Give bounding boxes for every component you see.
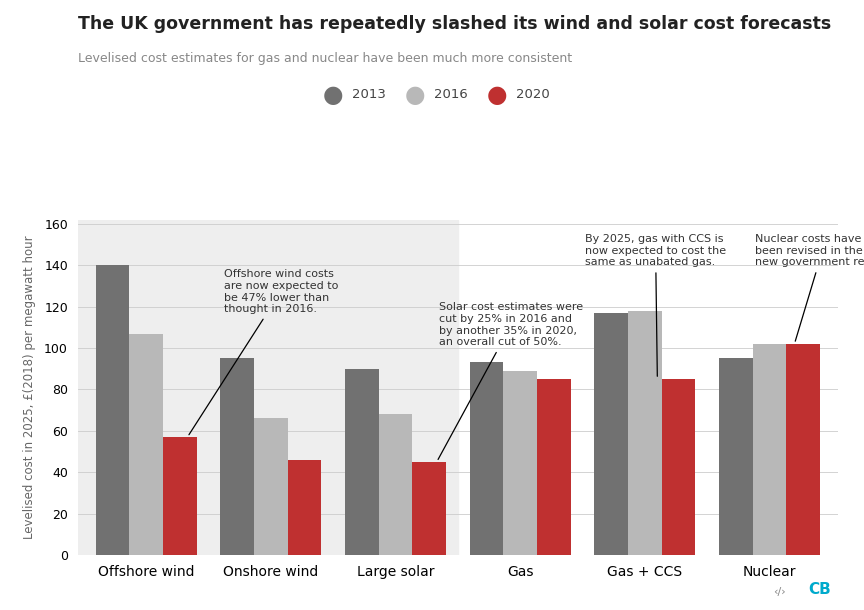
Bar [78, 220, 458, 555]
Bar [504, 371, 537, 555]
Y-axis label: Levelised cost in 2025, £(2018) per megawatt hour: Levelised cost in 2025, £(2018) per mega… [22, 235, 35, 539]
Text: Levelised cost estimates for gas and nuclear have been much more consistent: Levelised cost estimates for gas and nuc… [78, 52, 572, 65]
Bar [786, 344, 820, 555]
Bar [412, 462, 446, 555]
Text: 2016: 2016 [434, 88, 467, 101]
Text: ●: ● [322, 82, 343, 107]
Bar [628, 310, 662, 555]
Text: Nuclear costs have not
been revised in the
new government report.: Nuclear costs have not been revised in t… [754, 234, 864, 341]
Bar [719, 358, 753, 555]
Text: The UK government has repeatedly slashed its wind and solar cost forecasts: The UK government has repeatedly slashed… [78, 15, 831, 34]
Bar [288, 460, 321, 555]
Text: ‹/›: ‹/› [773, 587, 786, 597]
Text: Solar cost estimates were
cut by 25% in 2016 and
by another 35% in 2020,
an over: Solar cost estimates were cut by 25% in … [438, 303, 583, 459]
Text: 2020: 2020 [516, 88, 550, 101]
Bar [537, 379, 571, 555]
Bar [594, 313, 628, 555]
Text: ●: ● [404, 82, 425, 107]
Bar [753, 344, 786, 555]
Bar [254, 418, 288, 555]
Text: 2013: 2013 [352, 88, 385, 101]
Bar [662, 379, 696, 555]
Bar [378, 414, 412, 555]
Bar [96, 265, 130, 555]
Bar [130, 334, 163, 555]
Bar [345, 368, 378, 555]
Bar [163, 437, 197, 555]
Text: Offshore wind costs
are now expected to
be 47% lower than
thought in 2016.: Offshore wind costs are now expected to … [189, 269, 338, 435]
Bar [220, 358, 254, 555]
Text: CB: CB [808, 581, 830, 597]
Bar [470, 362, 504, 555]
Text: By 2025, gas with CCS is
now expected to cost the
same as unabated gas.: By 2025, gas with CCS is now expected to… [585, 234, 726, 376]
Text: ●: ● [486, 82, 507, 107]
